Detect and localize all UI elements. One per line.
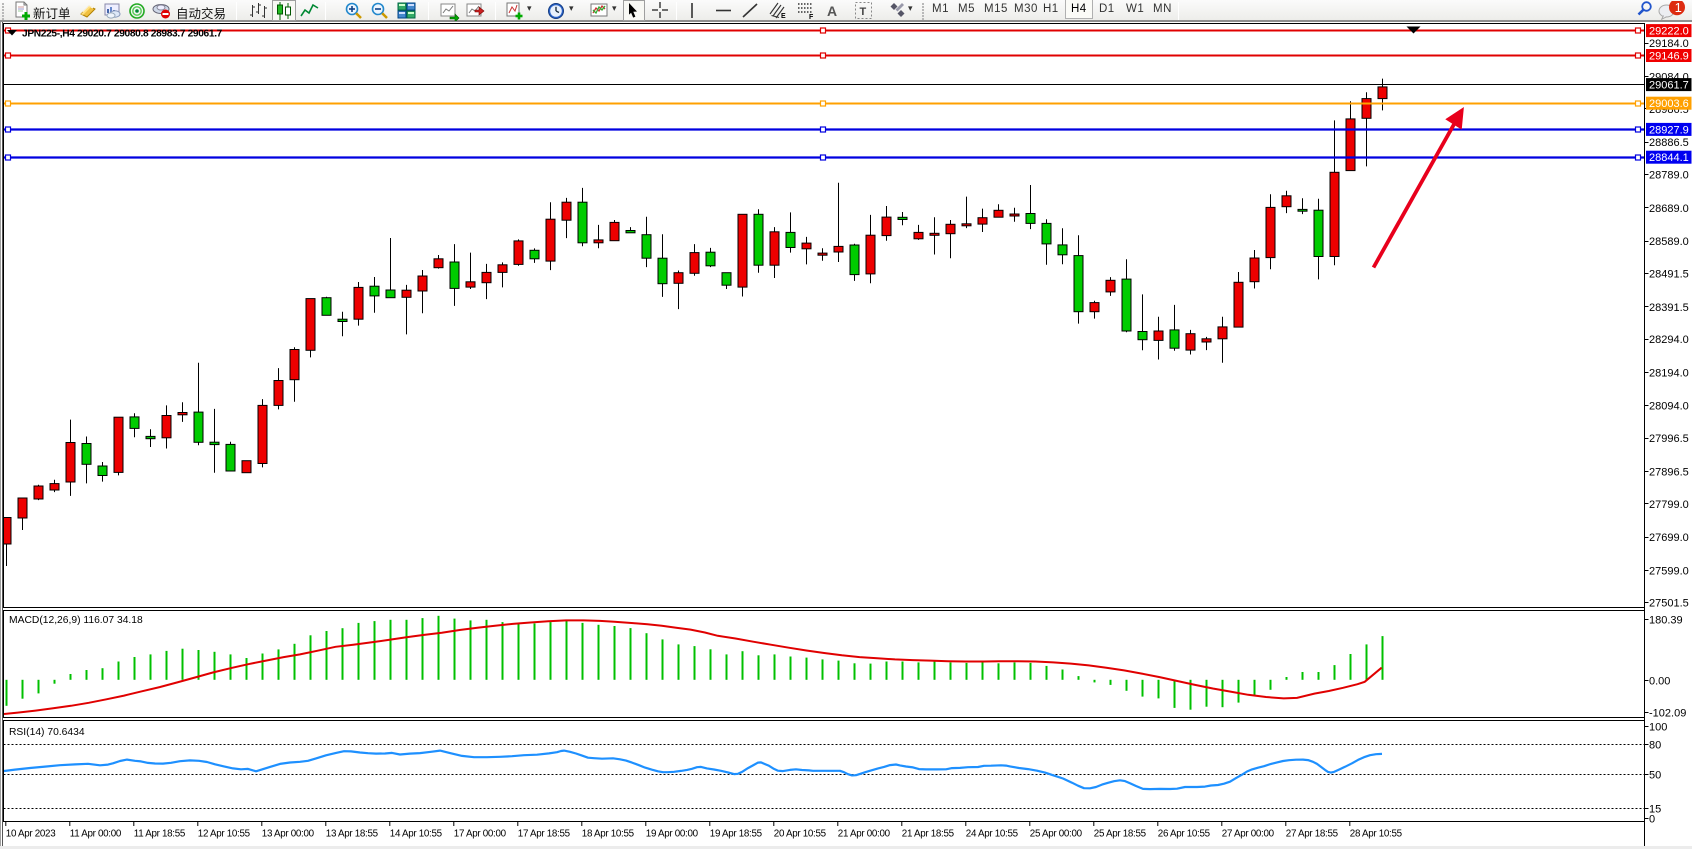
svg-text:0.00: 0.00 bbox=[1649, 676, 1670, 688]
svg-text:28094.0: 28094.0 bbox=[1649, 401, 1689, 413]
svg-text:19 Apr 18:55: 19 Apr 18:55 bbox=[710, 829, 763, 840]
svg-text:JPN225-,H4 29020.7 29080.8 28: JPN225-,H4 29020.7 29080.8 28983.7 29061… bbox=[22, 29, 223, 40]
svg-text:21 Apr 18:55: 21 Apr 18:55 bbox=[902, 829, 955, 840]
svg-text:0: 0 bbox=[1649, 814, 1655, 826]
svg-text:28689.0: 28689.0 bbox=[1649, 203, 1689, 215]
svg-text:10 Apr 2023: 10 Apr 2023 bbox=[6, 829, 56, 840]
svg-text:RSI(14) 70.6434: RSI(14) 70.6434 bbox=[9, 727, 85, 738]
svg-text:25 Apr 18:55: 25 Apr 18:55 bbox=[1094, 829, 1147, 840]
svg-text:24 Apr 10:55: 24 Apr 10:55 bbox=[966, 829, 1019, 840]
svg-text:11 Apr 00:00: 11 Apr 00:00 bbox=[70, 829, 122, 840]
svg-text:1: 1 bbox=[1675, 1, 1682, 15]
svg-text:F: F bbox=[809, 14, 814, 21]
svg-text:28927.9: 28927.9 bbox=[1649, 124, 1689, 136]
svg-text:28 Apr 10:55: 28 Apr 10:55 bbox=[1350, 829, 1403, 840]
svg-text:13 Apr 00:00: 13 Apr 00:00 bbox=[262, 829, 315, 840]
svg-text:17 Apr 18:55: 17 Apr 18:55 bbox=[518, 829, 571, 840]
svg-text:MACD(12,26,9) 116.07 34.18: MACD(12,26,9) 116.07 34.18 bbox=[9, 615, 143, 626]
svg-text:26 Apr 10:55: 26 Apr 10:55 bbox=[1158, 829, 1211, 840]
svg-text:14 Apr 10:55: 14 Apr 10:55 bbox=[390, 829, 443, 840]
svg-text:29003.6: 29003.6 bbox=[1649, 98, 1689, 110]
svg-text:21 Apr 00:00: 21 Apr 00:00 bbox=[838, 829, 891, 840]
svg-text:27896.5: 27896.5 bbox=[1649, 466, 1689, 478]
svg-text:19 Apr 00:00: 19 Apr 00:00 bbox=[646, 829, 699, 840]
svg-text:T: T bbox=[860, 6, 867, 18]
svg-text:100: 100 bbox=[1649, 722, 1667, 734]
svg-text:29146.9: 29146.9 bbox=[1649, 51, 1689, 63]
svg-text:25 Apr 00:00: 25 Apr 00:00 bbox=[1030, 829, 1083, 840]
svg-text:29061.7: 29061.7 bbox=[1649, 80, 1689, 92]
svg-text:17 Apr 00:00: 17 Apr 00:00 bbox=[454, 829, 507, 840]
svg-text:27996.5: 27996.5 bbox=[1649, 433, 1689, 445]
svg-text:80: 80 bbox=[1649, 740, 1661, 752]
svg-text:20 Apr 10:55: 20 Apr 10:55 bbox=[774, 829, 827, 840]
svg-text:27699.0: 27699.0 bbox=[1649, 532, 1689, 544]
svg-text:28789.0: 28789.0 bbox=[1649, 170, 1689, 182]
svg-text:27799.0: 27799.0 bbox=[1649, 499, 1689, 511]
svg-text:13 Apr 18:55: 13 Apr 18:55 bbox=[326, 829, 379, 840]
svg-text:27501.5: 27501.5 bbox=[1649, 598, 1689, 610]
svg-text:27599.0: 27599.0 bbox=[1649, 565, 1689, 577]
svg-text:27 Apr 00:00: 27 Apr 00:00 bbox=[1222, 829, 1275, 840]
svg-text:27 Apr 18:55: 27 Apr 18:55 bbox=[1286, 829, 1339, 840]
svg-text:18 Apr 10:55: 18 Apr 10:55 bbox=[582, 829, 635, 840]
svg-text:28294.0: 28294.0 bbox=[1649, 334, 1689, 346]
svg-text:28886.5: 28886.5 bbox=[1649, 137, 1689, 149]
svg-text:28391.5: 28391.5 bbox=[1649, 302, 1689, 314]
svg-text:29184.0: 29184.0 bbox=[1649, 38, 1689, 50]
svg-text:180.39: 180.39 bbox=[1649, 615, 1683, 627]
svg-text:11 Apr 18:55: 11 Apr 18:55 bbox=[134, 829, 186, 840]
svg-text:15: 15 bbox=[1649, 804, 1661, 816]
svg-text:50: 50 bbox=[1649, 770, 1661, 782]
svg-text:28194.0: 28194.0 bbox=[1649, 367, 1689, 379]
svg-text:28491.5: 28491.5 bbox=[1649, 269, 1689, 281]
svg-text:28589.0: 28589.0 bbox=[1649, 236, 1689, 248]
svg-text:E: E bbox=[781, 13, 786, 20]
svg-text:29222.0: 29222.0 bbox=[1649, 26, 1689, 38]
svg-text:12 Apr 10:55: 12 Apr 10:55 bbox=[198, 829, 251, 840]
svg-text:28844.1: 28844.1 bbox=[1649, 152, 1689, 164]
svg-text:-102.09: -102.09 bbox=[1649, 708, 1686, 720]
